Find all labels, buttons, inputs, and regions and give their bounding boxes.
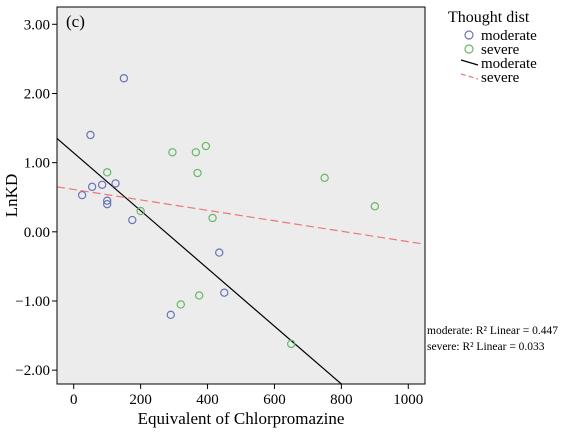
point-severe [102, 168, 112, 177]
point-moderate [220, 288, 229, 297]
plot-frame [56, 6, 426, 385]
legend: Thought dist moderateseveremoderatesever… [448, 9, 537, 86]
y-tick-label: 0.00 [24, 225, 50, 241]
legend-line-moderate [460, 59, 479, 66]
y-tick-label: −1.00 [15, 294, 50, 310]
point-moderate [111, 179, 120, 188]
x-tick-label: 0 [70, 392, 78, 408]
point-severe [320, 173, 329, 183]
point-moderate [128, 215, 137, 225]
fit-lines [57, 137, 425, 384]
y-axis: −2.00 −1.00 0.00 1.00 2.00 3.00 [15, 17, 57, 379]
r2-annotation-severe: severe: R² Linear = 0.033 [427, 341, 545, 353]
point-severe [201, 141, 211, 151]
legend-label-moderate: moderate [481, 28, 537, 44]
y-tick-label: −2.00 [15, 363, 50, 379]
point-moderate [86, 130, 95, 140]
x-axis-label: Equivalent of Chlorpromazine [138, 409, 345, 428]
point-moderate [102, 199, 112, 209]
point-moderate [166, 310, 175, 320]
r2-annotation-moderate: moderate: R² Linear = 0.447 [427, 325, 558, 337]
point-severe [370, 202, 380, 211]
point-moderate [215, 248, 224, 257]
point-severe [208, 213, 217, 223]
legend-marker-severe [464, 44, 474, 54]
x-axis: 0 200 400 600 800 1000 [70, 384, 423, 408]
y-tick-label: 2.00 [24, 86, 50, 102]
point-severe [136, 206, 145, 216]
x-tick-label: 200 [129, 392, 152, 408]
x-tick-label: 400 [196, 392, 219, 408]
point-moderate [77, 190, 87, 200]
legend-marker-moderate [464, 30, 474, 40]
panel-label: (c) [66, 12, 85, 31]
point-severe [286, 339, 296, 349]
point-severe [194, 291, 204, 300]
legend-title: Thought dist [448, 9, 530, 26]
point-severe [191, 148, 201, 157]
point-moderate [102, 196, 112, 205]
x-tick-label: 600 [263, 392, 286, 408]
y-tick-label: 1.00 [24, 156, 50, 172]
legend-label-moderate: moderate [481, 56, 537, 72]
point-severe [168, 148, 177, 157]
point-severe [193, 168, 202, 178]
point-moderate [97, 180, 107, 189]
point-moderate [87, 182, 97, 192]
legend-label-severe: severe [481, 42, 520, 58]
point-severe [176, 300, 185, 309]
fit-line-severe [57, 186, 425, 245]
x-tick-label: 1000 [393, 392, 423, 408]
legend-label-severe: severe [481, 70, 520, 86]
plot-area [57, 7, 425, 384]
y-tick-label: 3.00 [24, 17, 50, 33]
point-moderate [119, 74, 129, 83]
y-axis-label: LnKD [2, 174, 21, 217]
fit-line-moderate [57, 137, 342, 384]
legend-line-severe [460, 73, 479, 80]
x-tick-label: 800 [330, 392, 353, 408]
data-points [77, 74, 380, 349]
